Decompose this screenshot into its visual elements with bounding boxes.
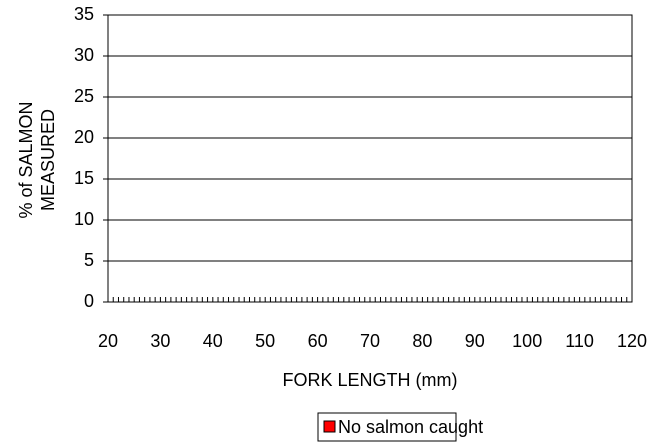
x-tick-label: 110 (565, 331, 594, 351)
plot-frame (107, 14, 633, 303)
y-tick-label: 30 (74, 45, 94, 65)
x-tick-label: 40 (203, 331, 223, 351)
x-tick-label: 90 (465, 331, 485, 351)
legend-label: No salmon caught (338, 417, 483, 437)
x-tick-label: 70 (360, 331, 380, 351)
y-tick-label: 35 (74, 4, 94, 24)
x-tick-label: 20 (98, 331, 118, 351)
y-tick-label: 15 (74, 168, 94, 188)
x-tick-label: 80 (412, 331, 432, 351)
x-tick-label: 100 (512, 331, 542, 351)
x-tick-label: 120 (617, 331, 647, 351)
y-axis-label: MEASURED (38, 109, 58, 211)
legend-swatch (323, 420, 336, 433)
x-axis-label: FORK LENGTH (mm) (283, 370, 458, 390)
y-tick-label: 25 (74, 86, 94, 106)
y-tick-label: 10 (74, 209, 94, 229)
y-tick-label: 20 (74, 127, 94, 147)
y-tick-label: 5 (84, 250, 94, 270)
y-axis-label: % of SALMON (16, 101, 36, 218)
y-tick-label: 0 (84, 291, 94, 311)
legend-box (317, 412, 457, 442)
x-tick-label: 50 (255, 331, 275, 351)
x-tick-label: 30 (150, 331, 170, 351)
x-tick-label: 60 (308, 331, 328, 351)
